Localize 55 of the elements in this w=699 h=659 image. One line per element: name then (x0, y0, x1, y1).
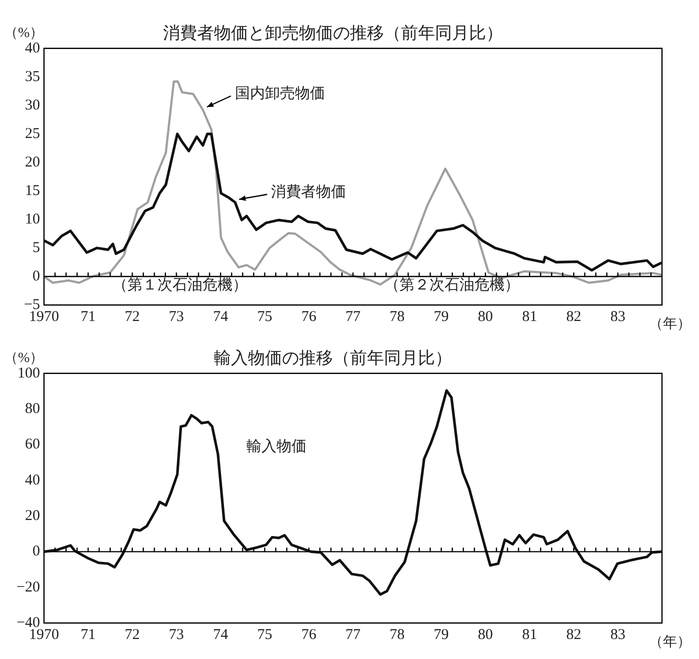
y-tick-label: 40 (25, 40, 40, 56)
x-tick-label: 72 (124, 626, 140, 643)
x-axis-title: （年） (649, 317, 691, 333)
x-tick-label: 77 (346, 308, 361, 325)
chart-title: 消費者物価と卸売物価の推移（前年同月比） (163, 24, 503, 43)
x-tick-label: 82 (566, 626, 582, 643)
x-tick-label: 78 (390, 626, 405, 643)
y-tick-label: 0 (32, 544, 40, 560)
x-tick-label: 83 (610, 308, 626, 325)
text: 国内卸売物価 (234, 84, 325, 102)
x-tick-label: 82 (566, 308, 582, 325)
y-tick-label: 0 (32, 268, 40, 284)
x-tick-label: 71 (80, 308, 96, 325)
chart-title: 輸入物価の推移（前年同月比） (214, 348, 452, 368)
y-tick-label: 25 (25, 126, 40, 142)
annotation: （第２次石油危機） (384, 276, 520, 294)
x-tick-label: 74 (213, 626, 229, 643)
x-tick-label: 80 (478, 308, 493, 325)
x-tick-label: 79 (434, 626, 449, 643)
x-tick-label: 1970 (29, 626, 59, 643)
x-tick-label: 80 (478, 626, 493, 643)
y-tick-label: 40 (25, 472, 40, 488)
y-tick-label: −20 (16, 579, 40, 596)
y-axis-title: （%） (4, 26, 44, 42)
annotation: （第１次石油危機） (112, 276, 248, 294)
x-tick-label: 76 (301, 308, 317, 325)
x-tick-label: 75 (257, 308, 272, 325)
y-tick-label: 60 (25, 436, 40, 453)
x-tick-label: 74 (213, 308, 229, 325)
x-tick-label: 81 (522, 308, 538, 325)
x-tick-label: 71 (80, 626, 96, 643)
x-tick-label: 75 (257, 626, 272, 643)
x-tick-label: 72 (124, 308, 140, 325)
x-tick-label: 76 (301, 626, 317, 643)
y-tick-label: 80 (25, 400, 40, 417)
x-tick-label: 83 (610, 626, 626, 643)
x-axis-title: （年） (649, 635, 691, 651)
y-tick-label: 100 (18, 365, 40, 382)
y-tick-label: 20 (25, 154, 40, 170)
y-axis-title: （%） (4, 351, 44, 368)
x-tick-label: 79 (434, 308, 449, 325)
y-tick-label: 15 (25, 182, 40, 199)
y-tick-label: 35 (25, 68, 40, 85)
y-tick-label: 30 (25, 97, 40, 114)
x-tick-label: 73 (168, 626, 184, 643)
x-tick-label: 73 (168, 308, 184, 325)
y-tick-label: 10 (25, 211, 40, 228)
y-tick-label: 20 (25, 508, 40, 524)
series-label: 消費者物価 (271, 183, 346, 200)
x-tick-label: 1970 (29, 308, 59, 325)
series-label: 輸入物価 (246, 438, 306, 456)
x-tick-label: 81 (522, 626, 538, 643)
y-tick-label: 5 (32, 240, 40, 256)
x-tick-label: 77 (346, 626, 361, 643)
x-tick-label: 78 (390, 308, 405, 325)
